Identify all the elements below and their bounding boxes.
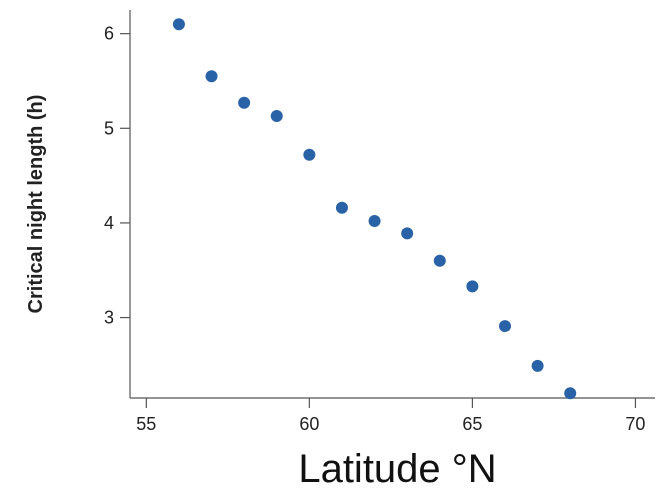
data-point (303, 148, 316, 161)
y-tick-label: 4 (104, 213, 114, 233)
y-tick-label: 3 (104, 308, 114, 328)
y-tick-label: 6 (104, 24, 114, 44)
x-axis-ticks: 55 60 65 70 (136, 398, 645, 434)
data-point (172, 18, 185, 31)
y-axis-ticks: 3 4 5 6 (104, 24, 130, 328)
data-point (270, 109, 283, 122)
data-point (466, 280, 479, 293)
x-tick-label: 70 (625, 414, 645, 434)
data-point (499, 320, 511, 333)
data-point (238, 96, 251, 109)
data-point (401, 227, 414, 240)
data-point (368, 215, 381, 228)
plot-area: 55 60 65 70 3 4 5 6 (104, 10, 655, 434)
data-points (172, 18, 577, 400)
data-point (564, 387, 577, 400)
y-tick-label: 5 (104, 118, 114, 138)
data-point (335, 201, 348, 214)
x-tick-label: 60 (299, 414, 319, 434)
data-point (531, 359, 544, 372)
x-tick-label: 65 (462, 414, 482, 434)
x-tick-label: 55 (136, 414, 156, 434)
data-point (205, 70, 218, 83)
data-point (433, 254, 446, 267)
y-axis-label: Critical night length (h) (25, 95, 47, 314)
x-axis-label: Latitude °N (298, 447, 496, 490)
